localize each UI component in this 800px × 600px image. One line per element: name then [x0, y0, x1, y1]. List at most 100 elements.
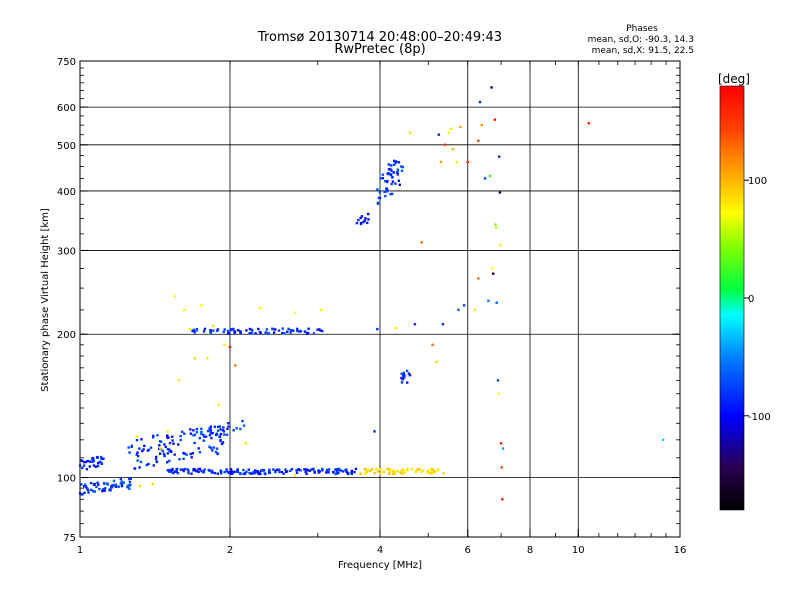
data-point [100, 462, 104, 465]
data-point [181, 468, 184, 471]
data-point [192, 434, 195, 437]
data-point [91, 490, 95, 493]
data-point [365, 471, 369, 474]
data-point [209, 428, 212, 431]
data-point [393, 163, 396, 166]
data-point [259, 331, 262, 334]
data-point [431, 468, 434, 471]
data-point [193, 331, 196, 334]
data-point [182, 451, 185, 455]
data-point [493, 118, 496, 121]
data-point [98, 487, 101, 491]
data-point [336, 470, 339, 473]
data-point [334, 472, 337, 476]
data-point [127, 485, 130, 488]
data-point [226, 332, 230, 335]
data-point [152, 464, 155, 467]
data-point [406, 381, 409, 384]
data-point [203, 435, 206, 438]
data-point [156, 434, 159, 437]
data-point [216, 328, 220, 331]
data-point [379, 468, 382, 471]
data-point [317, 471, 320, 474]
data-point [128, 481, 132, 484]
data-point [95, 465, 99, 468]
data-point [231, 471, 235, 475]
data-point [447, 131, 451, 134]
data-point [209, 446, 213, 450]
data-point [79, 459, 82, 462]
data-point [281, 331, 284, 335]
data-point [86, 488, 90, 492]
data-point [396, 173, 399, 176]
data-point [186, 468, 189, 471]
scatter-points [78, 86, 665, 501]
data-point [379, 177, 382, 180]
data-point [152, 434, 155, 438]
data-point [334, 468, 338, 472]
data-point [230, 328, 233, 332]
data-point [248, 471, 251, 475]
data-point [265, 328, 269, 331]
data-point [83, 491, 86, 494]
data-point [185, 453, 188, 456]
data-point [299, 329, 303, 333]
data-point [183, 432, 186, 435]
data-point [390, 173, 393, 176]
data-point [295, 471, 299, 474]
data-point [254, 332, 257, 335]
data-point [169, 470, 173, 474]
data-point [223, 343, 226, 346]
data-point [385, 467, 388, 471]
data-point [86, 487, 89, 490]
data-point [130, 444, 133, 447]
data-point [97, 462, 100, 465]
data-point [252, 470, 255, 474]
data-point [316, 328, 319, 331]
data-point [402, 375, 405, 378]
data-point [216, 429, 220, 432]
data-point [81, 493, 84, 496]
data-point [256, 470, 259, 473]
data-point [426, 469, 429, 472]
data-point [223, 470, 226, 474]
data-point [219, 428, 222, 431]
data-point [133, 467, 137, 470]
data-point [176, 472, 180, 475]
data-point [290, 468, 294, 471]
data-point [146, 449, 150, 452]
data-point [332, 470, 335, 474]
data-point [239, 472, 242, 475]
data-point [145, 463, 148, 467]
data-point [408, 374, 412, 377]
data-point [495, 301, 498, 304]
colorbar-tick-label: 100 [748, 176, 767, 187]
data-point [321, 329, 324, 333]
data-point [249, 472, 253, 475]
data-point [119, 482, 123, 485]
data-point [193, 468, 196, 472]
data-point [149, 446, 153, 449]
data-point [318, 328, 321, 331]
data-point [406, 467, 409, 471]
phases-line-o: mean, sd,O: -90.3, 14.3 [588, 35, 694, 45]
data-point [245, 329, 248, 332]
data-point [147, 462, 150, 466]
colorbar [719, 85, 745, 511]
data-point [127, 484, 130, 487]
data-point [164, 445, 167, 449]
data-point [216, 452, 220, 456]
data-point [98, 460, 101, 464]
data-point [268, 471, 271, 474]
y-axis-label: Stationary phase Virtual Height [km] [40, 208, 51, 392]
data-point [179, 434, 182, 438]
data-point [114, 485, 118, 488]
data-point [400, 472, 403, 475]
data-point [168, 470, 171, 473]
data-point [457, 308, 460, 312]
data-point [410, 467, 413, 471]
data-point [402, 376, 406, 380]
data-point [337, 467, 340, 471]
data-point [188, 327, 191, 331]
data-point [275, 468, 279, 472]
